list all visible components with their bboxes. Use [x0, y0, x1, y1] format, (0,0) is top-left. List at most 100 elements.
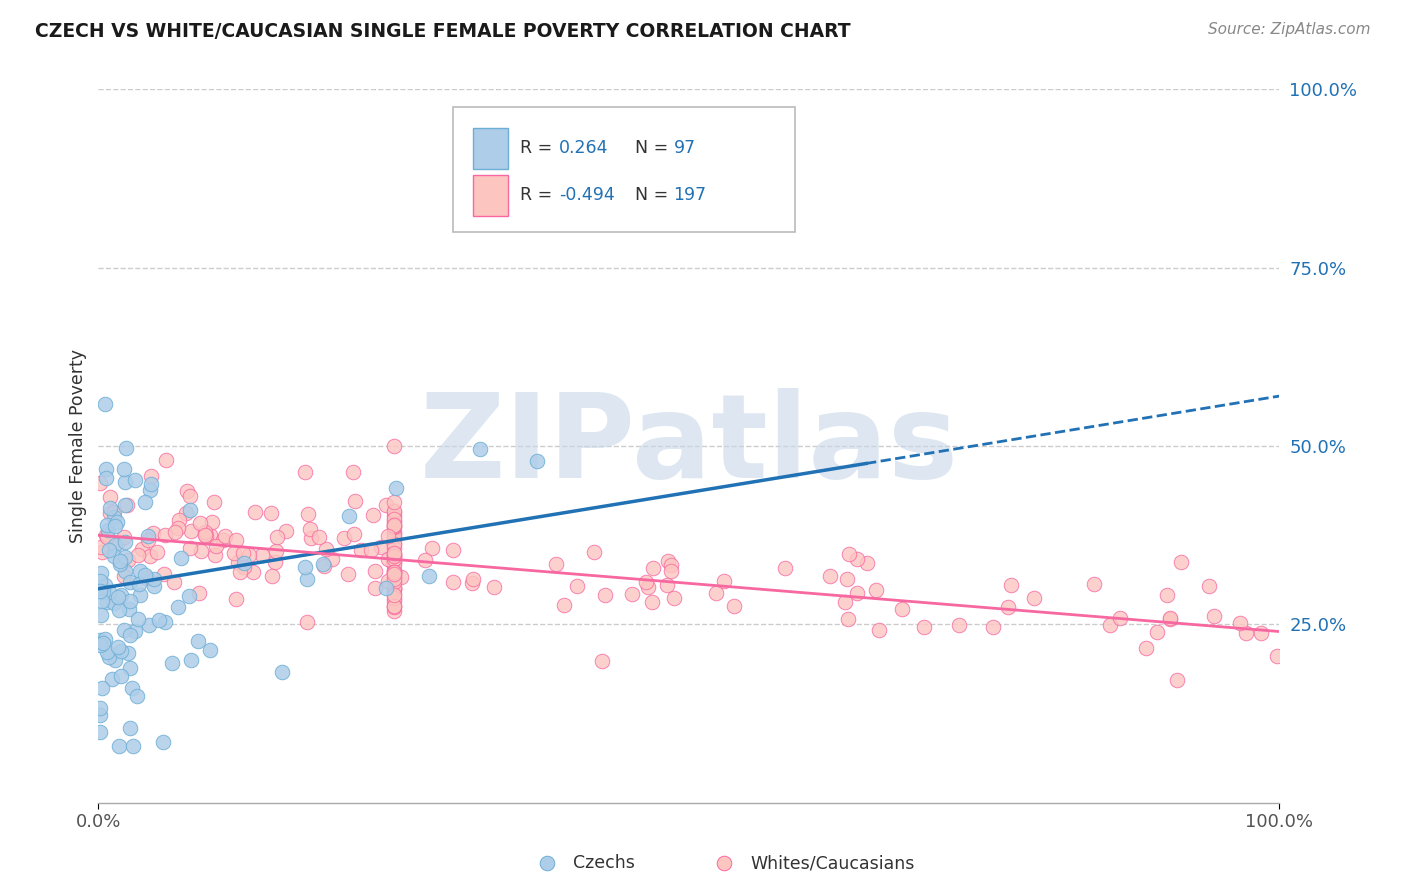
Point [90, 566, 112, 580]
Point [118, 721, 141, 735]
Point [163, 499, 186, 513]
Point [107, 591, 129, 605]
Point [420, 547, 443, 561]
Point [153, 546, 176, 560]
Point [565, 572, 588, 586]
Point [118, 575, 141, 590]
Point [142, 509, 165, 524]
Point [382, 563, 405, 577]
Point [1170, 615, 1192, 629]
Point [108, 603, 131, 617]
Point [382, 563, 405, 577]
Point [103, 495, 125, 509]
Point [104, 539, 127, 553]
Point [295, 573, 318, 587]
Point [103, 549, 125, 564]
Point [112, 475, 135, 490]
Point [128, 588, 150, 602]
Point [117, 646, 139, 660]
Point [299, 548, 322, 562]
Point [312, 558, 335, 572]
Point [360, 528, 382, 542]
Point [382, 539, 405, 553]
Point [364, 527, 387, 541]
Point [312, 550, 335, 565]
Point [145, 538, 167, 552]
Point [1159, 631, 1181, 645]
Point [912, 568, 935, 582]
Point [382, 529, 405, 543]
Point [166, 524, 188, 538]
Point [97, 542, 120, 557]
Point [89, 574, 111, 588]
Point [845, 588, 868, 602]
Point [112, 533, 135, 547]
Point [441, 540, 464, 554]
Point [370, 569, 392, 583]
Point [382, 528, 405, 542]
Point [948, 606, 970, 620]
Point [382, 530, 405, 544]
Point [321, 541, 343, 555]
Point [97, 585, 120, 599]
Text: N =: N = [634, 186, 673, 204]
Point [143, 579, 166, 593]
Point [818, 573, 841, 587]
Point [382, 574, 405, 589]
Point [382, 558, 405, 572]
Point [264, 547, 287, 561]
Point [704, 563, 727, 577]
Point [382, 579, 405, 593]
Text: Whites/Caucasians: Whites/Caucasians [751, 855, 915, 872]
Point [382, 571, 405, 585]
Point [1000, 601, 1022, 615]
Point [179, 502, 201, 516]
Point [664, 607, 686, 621]
Point [205, 518, 228, 533]
Point [382, 504, 405, 518]
Point [115, 442, 138, 456]
Point [1156, 699, 1178, 714]
Point [382, 564, 405, 578]
Point [201, 529, 224, 543]
Point [89, 724, 111, 739]
Point [382, 509, 405, 524]
Point [1234, 634, 1257, 648]
Point [337, 509, 360, 524]
Point [659, 614, 682, 628]
Point [112, 462, 135, 476]
Point [382, 572, 405, 586]
Point [382, 541, 405, 556]
Point [336, 541, 359, 556]
Point [263, 542, 285, 557]
Point [441, 548, 464, 562]
Point [382, 542, 405, 557]
Point [128, 564, 150, 578]
Point [228, 540, 250, 554]
Point [299, 523, 322, 537]
Point [413, 548, 436, 562]
Point [96, 518, 118, 533]
Point [233, 556, 256, 570]
Point [382, 580, 405, 594]
Point [834, 580, 856, 594]
Point [242, 503, 264, 517]
Point [136, 529, 159, 543]
Point [591, 544, 613, 558]
Point [1146, 610, 1168, 624]
Point [260, 558, 283, 572]
Point [200, 562, 222, 576]
Point [856, 562, 879, 576]
Point [382, 599, 405, 614]
Point [382, 527, 405, 541]
Point [837, 546, 859, 560]
Point [294, 557, 316, 571]
Point [232, 523, 254, 537]
Point [266, 518, 288, 533]
Point [108, 554, 131, 568]
Point [641, 573, 664, 587]
Point [107, 640, 129, 655]
Point [225, 536, 247, 550]
Point [89, 547, 111, 561]
Text: N =: N = [634, 139, 673, 157]
